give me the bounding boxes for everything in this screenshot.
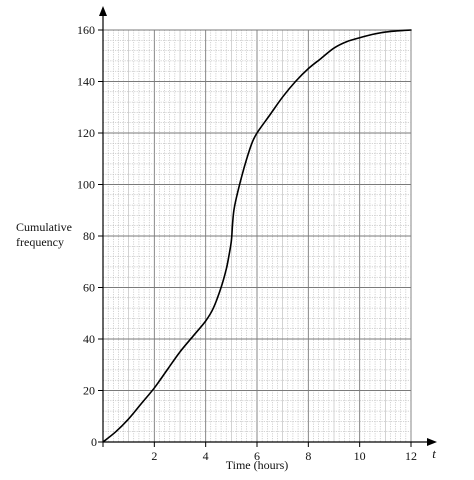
y-tick-label: 100 bbox=[77, 178, 95, 192]
y-tick-label: 80 bbox=[83, 229, 95, 243]
y-tick-label: 40 bbox=[83, 332, 95, 346]
x-axis-symbol: t bbox=[432, 446, 436, 461]
cumulative-frequency-curve bbox=[102, 29, 412, 443]
x-tick-label: 10 bbox=[354, 449, 366, 463]
origin-label: 0 bbox=[91, 435, 97, 449]
grid bbox=[102, 29, 412, 443]
y-tick-label: 140 bbox=[77, 75, 95, 89]
y-tick-label: 120 bbox=[77, 126, 95, 140]
x-tick-label: 8 bbox=[305, 449, 311, 463]
ticks: 2 4 6 8 10 12 20 40 60 80 100 120 140 160 bbox=[77, 23, 417, 463]
y-tick-label: 20 bbox=[83, 384, 95, 398]
x-axis-label: Time (hours) bbox=[226, 458, 289, 472]
y-axis-label-line-2: frequency bbox=[16, 235, 64, 249]
x-axis-arrow-icon bbox=[427, 438, 437, 446]
y-tick-label: 60 bbox=[83, 281, 95, 295]
y-axis-label-line-1: Cumulative bbox=[16, 220, 72, 234]
x-tick-label: 6 bbox=[254, 449, 260, 463]
y-axis-arrow-icon bbox=[99, 6, 107, 16]
axes bbox=[99, 6, 437, 446]
y-tick-label: 160 bbox=[77, 23, 95, 37]
x-tick-label: 4 bbox=[203, 449, 209, 463]
x-tick-label: 12 bbox=[405, 449, 417, 463]
x-tick-label: 2 bbox=[151, 449, 157, 463]
